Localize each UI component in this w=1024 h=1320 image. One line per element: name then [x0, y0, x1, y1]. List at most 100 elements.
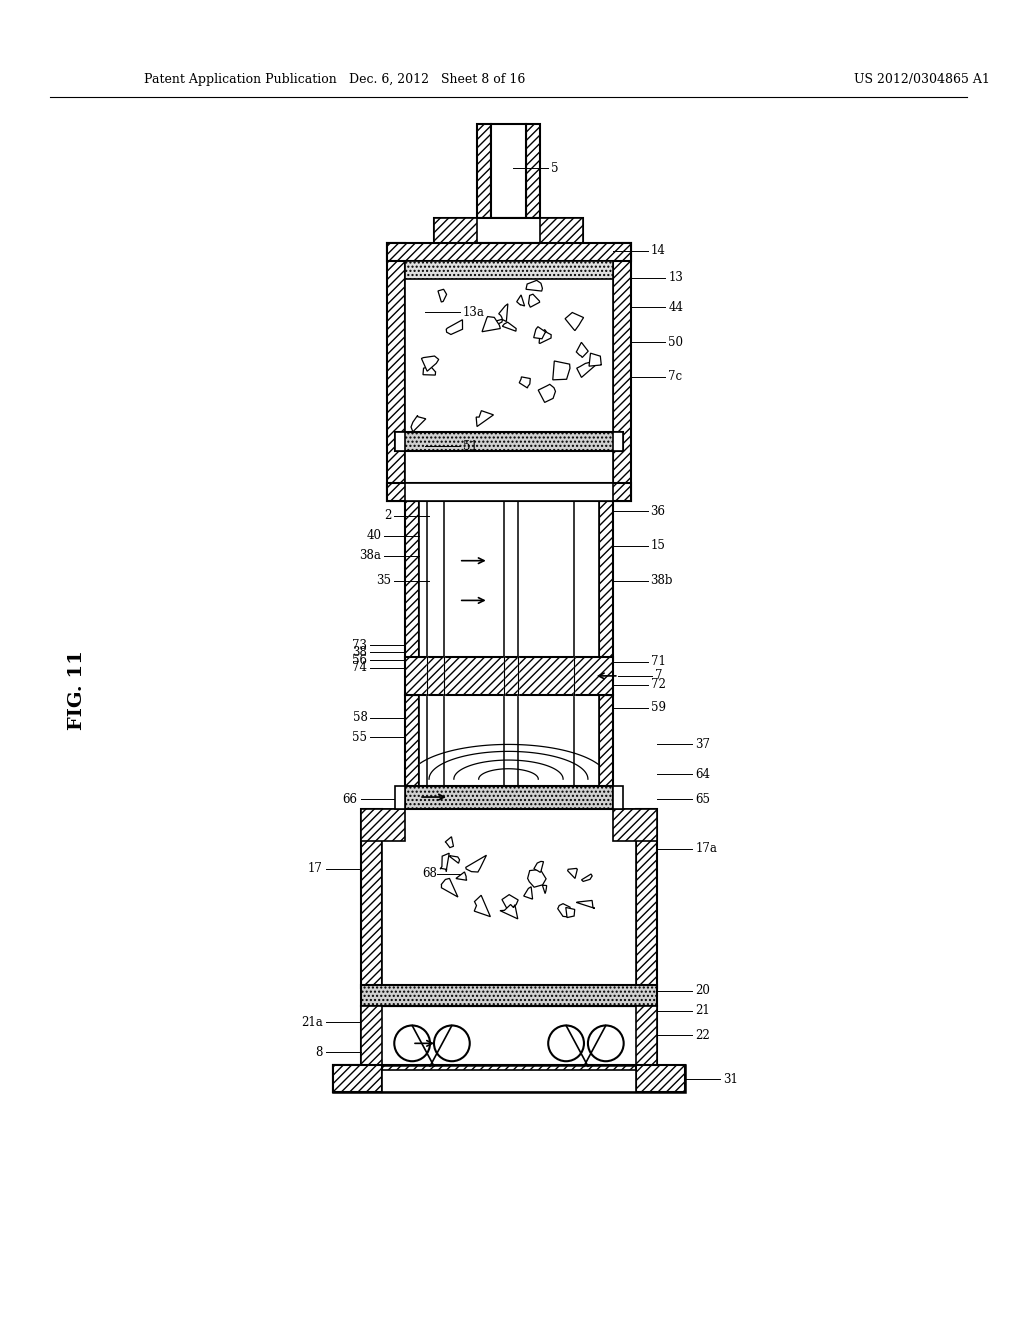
Text: 58: 58: [352, 711, 368, 725]
Polygon shape: [474, 895, 490, 916]
Bar: [387, 243, 406, 502]
Text: 71: 71: [650, 656, 666, 668]
Text: 17: 17: [308, 862, 323, 875]
Circle shape: [588, 1026, 624, 1061]
Bar: [612, 809, 657, 841]
Polygon shape: [440, 853, 450, 871]
Text: 38: 38: [352, 645, 368, 659]
Text: 2: 2: [384, 510, 391, 523]
Bar: [360, 809, 382, 987]
Polygon shape: [543, 884, 547, 894]
Circle shape: [394, 1026, 430, 1061]
Bar: [599, 694, 612, 789]
Circle shape: [548, 1026, 584, 1061]
Text: Patent Application Publication: Patent Application Publication: [144, 73, 337, 86]
Bar: [360, 1006, 657, 1065]
Bar: [599, 502, 612, 660]
Polygon shape: [446, 319, 463, 334]
Text: 31: 31: [723, 1073, 738, 1085]
Polygon shape: [526, 280, 543, 292]
Polygon shape: [517, 294, 524, 306]
Bar: [612, 432, 623, 451]
Polygon shape: [565, 313, 584, 330]
Bar: [406, 694, 419, 789]
Bar: [387, 483, 631, 502]
Text: 13: 13: [669, 271, 683, 284]
Circle shape: [434, 1026, 470, 1061]
Text: 14: 14: [650, 244, 666, 257]
Text: 74: 74: [352, 661, 368, 675]
Polygon shape: [577, 363, 597, 378]
Bar: [395, 432, 623, 451]
Bar: [382, 809, 636, 987]
Bar: [387, 483, 406, 502]
Text: 13a: 13a: [463, 306, 484, 319]
Polygon shape: [482, 317, 501, 331]
Polygon shape: [500, 904, 518, 919]
Bar: [395, 787, 406, 809]
Text: 17a: 17a: [695, 842, 717, 855]
Polygon shape: [527, 870, 546, 887]
Bar: [382, 1071, 636, 1092]
Text: 51: 51: [463, 440, 477, 453]
Bar: [360, 809, 406, 841]
Bar: [477, 124, 490, 218]
Bar: [636, 1065, 685, 1092]
Polygon shape: [577, 342, 588, 358]
Polygon shape: [411, 416, 426, 432]
Polygon shape: [566, 907, 574, 917]
Text: 21: 21: [695, 1005, 710, 1018]
Bar: [387, 243, 631, 261]
Bar: [612, 787, 623, 809]
Polygon shape: [502, 895, 518, 911]
Text: 8: 8: [315, 1045, 323, 1059]
Text: 36: 36: [650, 504, 666, 517]
Bar: [360, 985, 657, 1006]
Text: 72: 72: [650, 678, 666, 692]
Polygon shape: [577, 900, 595, 908]
Text: FIG. 11: FIG. 11: [69, 649, 86, 730]
Text: 59: 59: [650, 701, 666, 714]
Polygon shape: [423, 364, 435, 375]
Text: 38b: 38b: [650, 574, 673, 587]
Text: 56: 56: [352, 653, 368, 667]
Bar: [526, 124, 541, 218]
Polygon shape: [558, 904, 570, 917]
Polygon shape: [445, 837, 454, 847]
Text: 73: 73: [352, 639, 368, 652]
Polygon shape: [534, 862, 544, 873]
Polygon shape: [438, 289, 446, 302]
Text: 7c: 7c: [669, 371, 683, 383]
Text: 44: 44: [669, 301, 683, 314]
Polygon shape: [589, 354, 601, 366]
Text: 20: 20: [695, 985, 710, 997]
Polygon shape: [456, 873, 467, 880]
Bar: [333, 1065, 382, 1092]
Text: 21a: 21a: [301, 1016, 323, 1030]
Bar: [406, 657, 612, 694]
Text: 37: 37: [695, 738, 711, 751]
Polygon shape: [499, 304, 508, 322]
Bar: [636, 1006, 657, 1065]
Text: 15: 15: [650, 540, 666, 552]
Bar: [612, 483, 631, 502]
Text: 35: 35: [376, 574, 391, 587]
Text: 22: 22: [695, 1028, 710, 1041]
Text: 66: 66: [342, 792, 357, 805]
Polygon shape: [487, 319, 504, 325]
Bar: [406, 261, 612, 279]
Text: 50: 50: [669, 335, 683, 348]
Polygon shape: [450, 855, 460, 863]
Polygon shape: [539, 384, 555, 403]
Bar: [612, 243, 631, 502]
Bar: [541, 218, 583, 243]
Bar: [360, 1006, 382, 1065]
Text: 7: 7: [655, 669, 663, 682]
Bar: [406, 483, 612, 502]
Bar: [636, 809, 657, 987]
Bar: [406, 261, 612, 502]
Bar: [333, 1065, 360, 1092]
Polygon shape: [441, 878, 458, 898]
Polygon shape: [582, 874, 592, 882]
Text: 38a: 38a: [359, 549, 381, 562]
